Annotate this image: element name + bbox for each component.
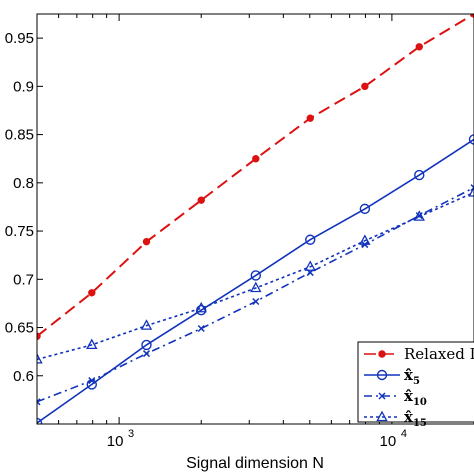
series-line-0 <box>37 14 474 337</box>
data-point-1-4 <box>250 270 261 281</box>
data-point-3-6 <box>359 234 371 245</box>
data-point-1-2 <box>141 339 152 351</box>
x-axis-label: Signal dimension N <box>186 455 324 472</box>
data-point-0-0 <box>37 332 41 340</box>
data-point-2-0 <box>37 398 41 406</box>
data-point-3-1 <box>86 338 98 350</box>
data-point-0-1 <box>88 289 96 297</box>
y-tick-label-7: 0.95 <box>5 30 34 47</box>
data-point-0-3 <box>197 196 205 204</box>
data-point-2-1 <box>88 377 96 385</box>
data-point-3-8 <box>468 186 474 197</box>
x-tick-label-1: 10 <box>380 433 397 450</box>
legend-marker-2 <box>378 392 386 400</box>
data-point-3-3 <box>195 301 207 313</box>
legend-marker-1 <box>376 369 388 381</box>
y-tick-label-3: 0.75 <box>5 223 34 240</box>
y-tick-label-0: 0.6 <box>13 368 34 385</box>
data-point-3-0 <box>37 352 43 364</box>
y-tick-label-5: 0.85 <box>5 127 34 144</box>
y-tick-label-6: 0.9 <box>13 78 34 95</box>
data-point-2-4 <box>252 297 260 306</box>
legend-box <box>357 341 474 423</box>
data-point-1-8 <box>468 134 474 145</box>
data-point-1-7 <box>414 169 425 181</box>
x-tick-exponent-1: 4 <box>401 428 407 440</box>
data-point-3-4 <box>250 281 262 293</box>
data-point-0-2 <box>142 237 151 246</box>
data-point-1-0 <box>37 417 43 424</box>
x-tick-label-0: 10 <box>107 433 124 450</box>
data-point-2-3 <box>197 324 205 333</box>
data-point-0-5 <box>306 114 314 122</box>
x-tick-exponent-0: 3 <box>128 428 134 440</box>
data-point-0-7 <box>415 43 423 51</box>
data-point-1-6 <box>359 203 371 215</box>
legend-marker-0 <box>378 350 386 358</box>
plot-frame <box>36 13 474 425</box>
y-tick-label-4: 0.8 <box>13 175 34 192</box>
data-point-3-5 <box>304 260 316 271</box>
data-point-1-3 <box>196 304 207 316</box>
series-line-3 <box>37 191 474 361</box>
data-point-3-7 <box>413 210 425 221</box>
data-point-3-2 <box>140 319 153 330</box>
legend-marker-3 <box>376 410 388 422</box>
y-tick-label-1: 0.65 <box>5 320 34 337</box>
data-point-2-7 <box>415 212 423 220</box>
data-point-0-6 <box>361 82 369 91</box>
y-tick-label-2: 0.7 <box>13 271 34 288</box>
data-point-0-4 <box>252 155 260 163</box>
data-point-2-8 <box>470 184 474 192</box>
data-point-2-2 <box>142 350 151 358</box>
legend-label-0: Relaxed I <box>404 345 474 363</box>
data-point-1-5 <box>305 234 316 245</box>
